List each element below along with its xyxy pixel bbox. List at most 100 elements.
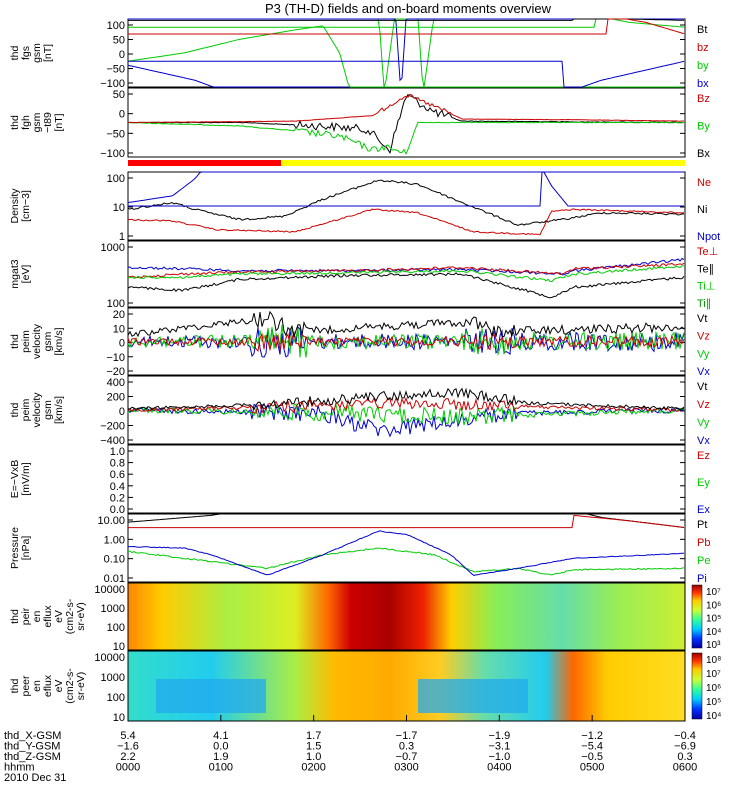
legend-Vz: Vz: [697, 399, 710, 411]
trace-by-late: [128, 18, 685, 28]
ytick-label: 100: [107, 173, 125, 185]
xaxis-value: 0.0: [213, 741, 228, 753]
xaxis-value: 1.9: [213, 751, 228, 763]
ylabel-line: peim: [20, 330, 32, 353]
xaxis-value: 0.3: [399, 741, 414, 753]
xaxis-value: 0500: [580, 762, 604, 774]
xaxis-value: −5.4: [581, 741, 603, 753]
ylabel-line: eflux: [42, 674, 54, 697]
ytick-label: 0.0: [110, 504, 125, 516]
ytick-label: −50: [106, 128, 125, 140]
xaxis-row-label: thd_Y-GSM: [4, 741, 60, 753]
ytick-label: 0: [119, 338, 125, 350]
legend-Pt: Pt: [697, 519, 707, 531]
ylabel-line: peim: [20, 398, 32, 421]
xaxis-value: −0.5: [581, 751, 603, 763]
trace-by-t89: [127, 121, 685, 155]
trace-ti-para: [127, 265, 684, 283]
xaxis-value: 0200: [301, 762, 325, 774]
xaxis-value: 4.1: [213, 730, 228, 742]
ytick-label: 0.4: [110, 481, 125, 493]
legend-bz: bz: [697, 42, 709, 54]
legend-Ez: Ez: [697, 450, 710, 462]
legend-Te⊥: Te⊥: [697, 246, 718, 258]
colorbar-label: 10³: [706, 640, 721, 651]
trace-bx-spike: [128, 18, 684, 82]
legend-Bt: Bt: [697, 24, 707, 36]
ytick-label: 1.0: [110, 446, 125, 458]
legend-Ne: Ne: [697, 177, 711, 189]
ylabel-line: fgh: [20, 115, 32, 130]
trace-npot: [127, 171, 684, 204]
legend-Vy: Vy: [697, 348, 710, 360]
ytick-label: 0: [119, 406, 125, 418]
ytick-label: 100: [107, 298, 125, 310]
colorbar-label: 10⁴: [706, 711, 721, 722]
trace-by-spike: [128, 18, 684, 88]
xaxis-value: −0.7: [396, 751, 418, 763]
xaxis-row-label: hhmm: [4, 762, 35, 774]
colorbar-label: 10⁴: [706, 627, 721, 638]
legend-Vz: Vz: [697, 331, 710, 343]
legend-Te∥: Te∥: [697, 263, 714, 275]
ylabel-line: en: [31, 680, 43, 692]
trace-ni: [127, 179, 685, 227]
colorbar-label: 10⁵: [706, 697, 721, 708]
ytick-label: 0: [119, 49, 125, 61]
xaxis-value: −6.9: [674, 741, 696, 753]
trace-vy-i: [127, 403, 685, 426]
trace-by: [127, 25, 684, 88]
xaxis-row-label: thd_X-GSM: [4, 730, 61, 742]
ylabel-line: velocity: [31, 323, 43, 359]
trace-pi: [128, 530, 684, 576]
legend-Pb: Pb: [697, 537, 710, 549]
ytick-label: 10000: [94, 652, 125, 664]
xaxis-value: 1.0: [306, 751, 321, 763]
ylabel-line: velocity: [31, 392, 43, 428]
legend-by: by: [697, 60, 709, 72]
trace-vt-i: [127, 387, 685, 411]
xaxis-value: 0.3: [677, 751, 692, 763]
ylabel-line: sr-eV): [75, 602, 87, 631]
trace-te-perp: [127, 262, 685, 279]
ylabel-line: [eV]: [20, 265, 32, 284]
colorbar: [691, 584, 703, 649]
ytick-label: 0.01: [104, 573, 125, 585]
trace-bx-late: [128, 60, 685, 88]
ylabel-line: −t89: [42, 112, 54, 133]
ytick-label: 10: [113, 641, 125, 653]
status-bar-red: [128, 160, 281, 166]
legend-Vx: Vx: [697, 366, 710, 378]
chart-title: P3 (TH-D) fields and on-board moments ov…: [265, 1, 552, 16]
ylabel-line: thd: [9, 679, 21, 694]
ylabel-line: thd: [9, 46, 21, 61]
xaxis-value: 5.4: [120, 730, 135, 742]
xaxis-value: −1.9: [488, 730, 510, 742]
ylabel-line: (cm2-s-: [64, 668, 76, 704]
ylabel-line: gsm: [42, 400, 54, 420]
xaxis-value: −1.0: [488, 751, 510, 763]
xaxis-value: −1.2: [581, 730, 603, 742]
ytick-label: −50: [106, 64, 125, 76]
trace-bx: [127, 64, 684, 88]
panel-frame-efield: [127, 444, 686, 514]
trace-bx-t89: [127, 93, 685, 155]
panel-frame-pressure: [127, 513, 686, 583]
ytick-label: 10: [113, 202, 125, 214]
colorbar-label: 10⁸: [706, 655, 721, 666]
ytick-label: 50: [113, 89, 125, 101]
xaxis-value: 0000: [116, 762, 140, 774]
trace-vt-e: [127, 310, 685, 338]
xaxis-value: 0100: [209, 762, 233, 774]
ytick-label: 1000: [101, 603, 125, 615]
ytick-label: −10: [106, 352, 125, 364]
xaxis-row-label: thd_Z-GSM: [4, 751, 61, 763]
legend-Bz: Bz: [697, 93, 710, 105]
ytick-label: 100: [107, 20, 125, 32]
xaxis-value: −3.1: [488, 741, 510, 753]
legend-bx: bx: [697, 78, 709, 90]
ytick-label: 10: [113, 712, 125, 724]
ylabel-line: eV: [53, 610, 65, 623]
ylabel-line: fgs: [20, 46, 32, 60]
ytick-label: 10.00: [97, 515, 125, 527]
